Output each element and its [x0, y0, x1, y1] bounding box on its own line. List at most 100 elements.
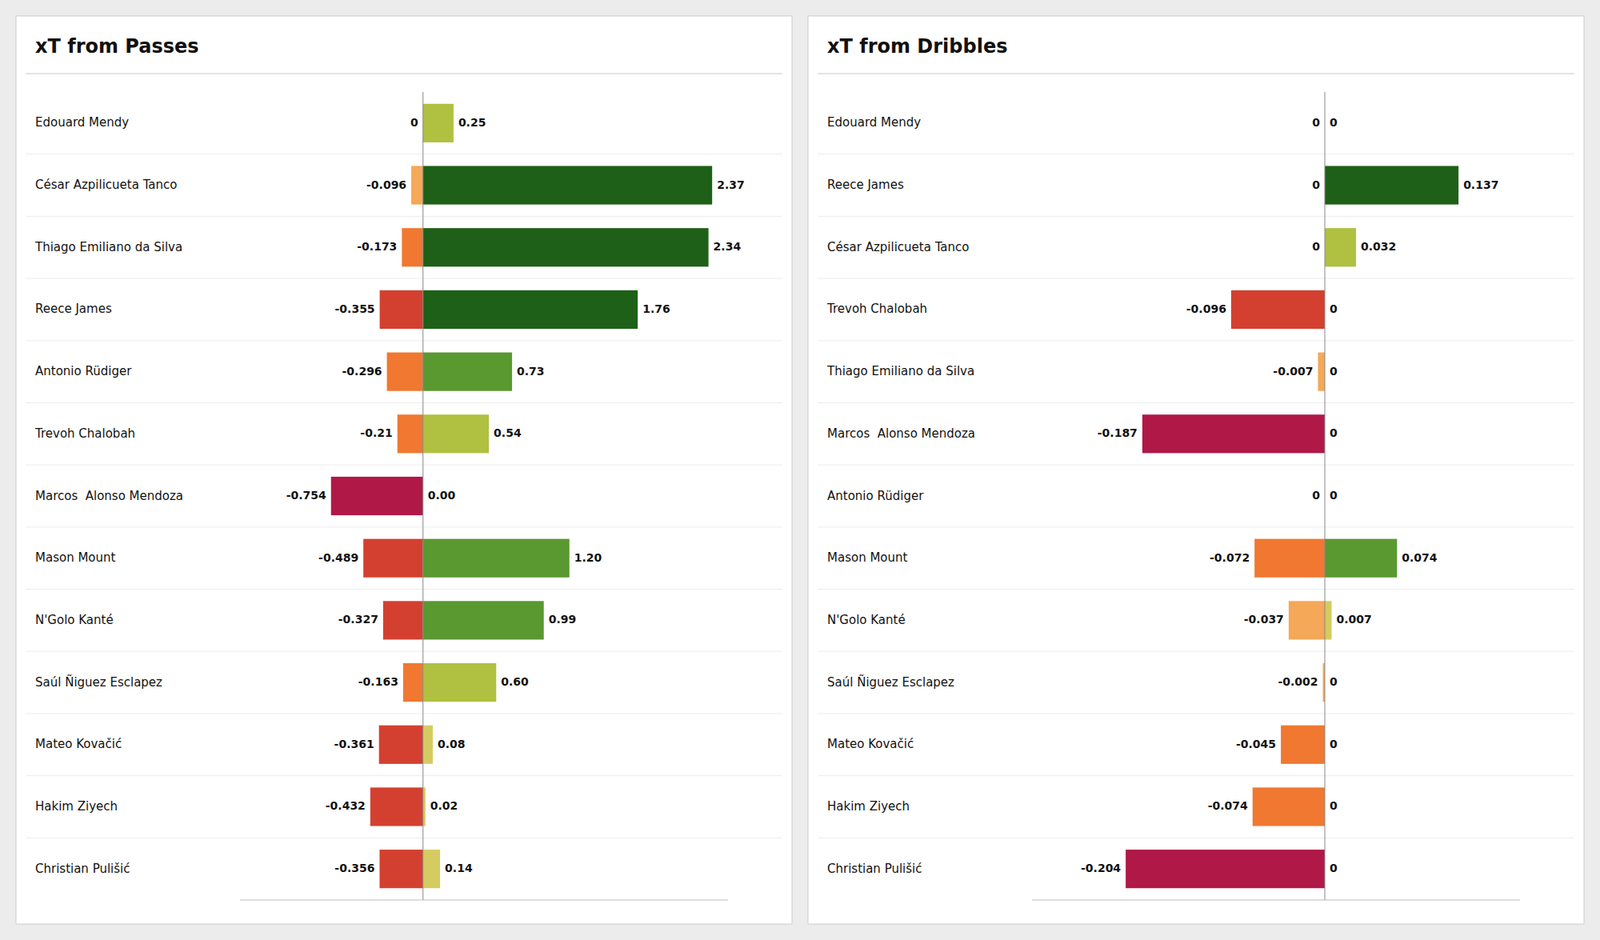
bar: [1288, 600, 1325, 640]
category-label: Hakim Ziyech: [827, 799, 910, 814]
data-label: -0.037: [1244, 612, 1284, 626]
row-divider: [25, 340, 783, 341]
bar: [397, 414, 424, 453]
data-label: 0: [1312, 178, 1320, 192]
category-label: Antonio Rüdiger: [35, 364, 132, 379]
bar: [379, 849, 423, 888]
bar: [1324, 539, 1397, 578]
category-label: Trevoh Chalobah: [34, 426, 136, 441]
axis-line: [240, 900, 728, 901]
row-divider: [817, 216, 1575, 217]
row-divider: [817, 588, 1575, 590]
data-label: -0.096: [1186, 302, 1227, 316]
data-label: 2.34: [713, 240, 742, 253]
row-divider: [25, 588, 783, 590]
bar: [423, 228, 709, 267]
row-divider: [817, 402, 1575, 404]
bar: [423, 849, 440, 888]
data-label: 0.074: [1401, 551, 1438, 564]
bar: [403, 663, 424, 702]
bar: [387, 352, 424, 392]
data-label: -0.204: [1080, 861, 1121, 875]
bar: [383, 600, 424, 640]
data-label: -0.045: [1236, 737, 1276, 751]
bar: [379, 725, 424, 764]
category-label: Mateo Kovačić: [35, 736, 122, 752]
data-label: -0.489: [318, 551, 359, 564]
data-label: 0: [1329, 675, 1338, 688]
data-label: 0: [1329, 488, 1338, 502]
data-label: -0.432: [325, 799, 366, 812]
panel: xT from DribblesEdouard MendyReece James…: [808, 16, 1584, 924]
data-label: -0.296: [342, 364, 383, 378]
row-divider: [817, 775, 1575, 776]
category-label: Mason Mount: [35, 550, 116, 565]
bar: [1252, 787, 1325, 826]
row-divider: [25, 464, 783, 466]
bar: [363, 539, 424, 578]
title: xT from Passes: [35, 35, 200, 58]
panel-background: [808, 16, 1584, 924]
data-label: 0.73: [516, 364, 545, 378]
data-label: 0.99: [548, 612, 577, 626]
data-label: 0: [1329, 302, 1338, 316]
data-label: 0.14: [444, 861, 473, 875]
bars: [1125, 165, 1459, 888]
bar: [1125, 849, 1325, 888]
bar: [423, 352, 512, 392]
category-label: Reece James: [35, 301, 112, 316]
category-label: Edouard Mendy: [35, 115, 129, 130]
data-label: 0: [1329, 799, 1338, 812]
data-label: 0: [1312, 488, 1320, 502]
row-divider: [817, 651, 1575, 652]
bar: [423, 414, 489, 453]
data-label: 0.032: [1360, 240, 1396, 253]
data-label: -0.173: [356, 240, 397, 253]
bar: [1324, 228, 1356, 267]
title: xT from Dribbles: [827, 35, 1008, 58]
data-label: -0.074: [1208, 799, 1248, 812]
row-divider: [817, 278, 1575, 280]
category-label: Trevoh Chalobah: [826, 301, 928, 316]
category-label: Marcos Alonso Mendoza: [827, 426, 976, 441]
row-divider: [25, 651, 783, 652]
data-label: 0: [1312, 116, 1320, 129]
row-divider: [817, 464, 1575, 466]
data-label: -0.096: [366, 178, 407, 192]
bar: [411, 165, 424, 204]
category-label: Marcos Alonso Mendoza: [35, 488, 184, 504]
data-label: -0.163: [358, 675, 399, 688]
data-label: 0.25: [458, 116, 487, 129]
data-label: -0.002: [1277, 675, 1318, 688]
data-label: -0.187: [1097, 426, 1138, 440]
category-label: Christian Pulišić: [35, 861, 131, 876]
category-label: Saúl Ñiguez Esclapez: [827, 674, 955, 690]
data-labels: 0-0.096-0.173-0.355-0.296-0.21-0.754-0.4…: [286, 116, 745, 875]
zero-line: [422, 92, 424, 900]
bar: [423, 165, 712, 204]
data-label: -0.355: [335, 302, 376, 316]
bar: [1324, 600, 1332, 640]
category-label: Thiago Emiliano da Silva: [826, 364, 975, 379]
row-divider: [817, 153, 1575, 155]
data-label: 0.60: [500, 675, 529, 688]
data-label: 0.08: [437, 737, 466, 751]
bar: [380, 290, 424, 329]
bar: [370, 787, 424, 826]
category-label: Mason Mount: [827, 550, 908, 565]
axis-line: [1032, 900, 1520, 901]
bar: [423, 539, 570, 578]
data-label: 0: [1329, 737, 1338, 751]
row-divider: [25, 153, 783, 155]
data-label: 0: [1329, 426, 1338, 440]
bar: [1324, 165, 1459, 204]
chart-root: xT from PassesEdouard MendyCésar Azpilic…: [0, 0, 1600, 940]
zero-line: [1324, 92, 1326, 900]
row-divider: [25, 402, 783, 404]
row-divider: [25, 216, 783, 217]
data-label: -0.21: [360, 426, 392, 440]
panel-background: [16, 16, 792, 924]
category-label: Edouard Mendy: [827, 115, 921, 130]
bars: [331, 104, 712, 888]
data-label: 0: [1329, 116, 1338, 129]
